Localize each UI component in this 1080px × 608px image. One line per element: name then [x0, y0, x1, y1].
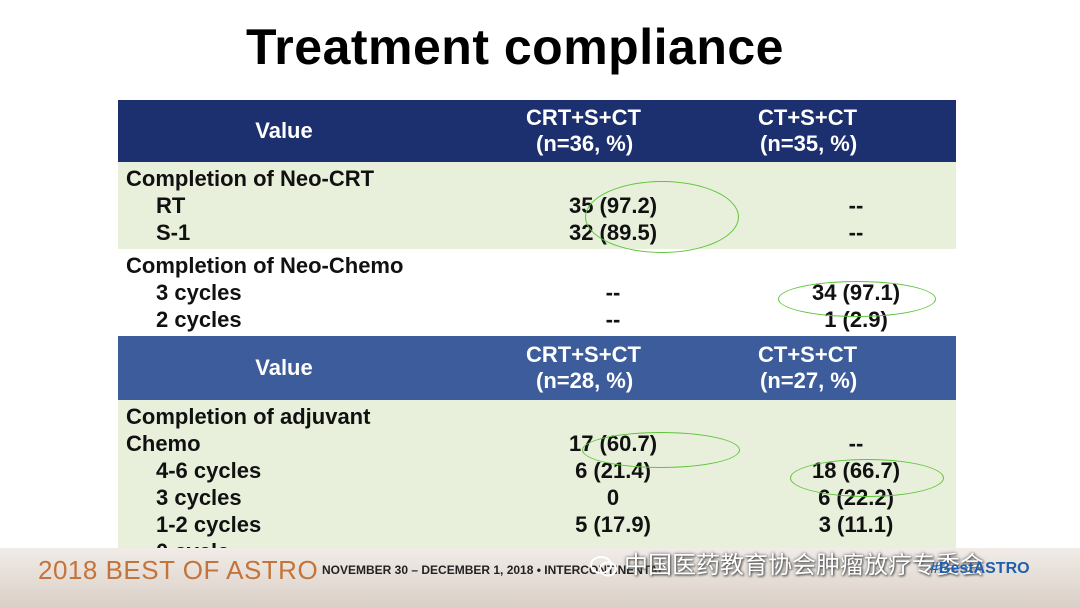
crt-values: 35 (97.2) 32 (89.5) — [450, 162, 756, 249]
cell-value: -- — [848, 220, 864, 245]
header-ct-group: CT+S+CT (n=27, %) — [756, 336, 956, 400]
header-ct-label: CT+S+CT — [758, 105, 858, 130]
cell-value: 17 (60.7) — [568, 431, 658, 456]
header-crt-group: CRT+S+CT (n=36, %) — [450, 100, 756, 162]
watermark-text: 中国医药教育协会肿瘤放疗专委会 — [624, 552, 984, 579]
header-crt-n: (n=36, %) — [536, 131, 634, 156]
row-label: 1-2 cycles — [156, 512, 262, 537]
cell-value: -- — [605, 280, 621, 305]
footer-banner — [0, 548, 1080, 608]
header-ct-label: CT+S+CT — [758, 342, 858, 367]
header-crt-n: (n=28, %) — [536, 368, 634, 393]
cell-value: 6 (21.4) — [575, 458, 651, 483]
cell-value: 18 (66.7) — [811, 458, 901, 483]
cell-value: -- — [605, 307, 621, 332]
watermark: 中国医药教育协会肿瘤放疗专委会 — [590, 545, 984, 580]
cell-value: 6 (22.2) — [818, 485, 894, 510]
row-label: RT — [156, 193, 186, 218]
cell-value: 3 (11.1) — [818, 512, 894, 537]
crt-values: 17 (60.7) 6 (21.4) 0 5 (17.9) — [450, 400, 756, 568]
ct-values: -- -- — [756, 162, 956, 249]
section-label-column: Completion of adjuvant Chemo 4-6 cycles … — [118, 400, 450, 568]
compliance-table: Value CRT+S+CT (n=36, %) CT+S+CT (n=35, … — [118, 100, 956, 568]
section-heading: Completion of Neo-CRT — [126, 166, 375, 191]
row-label: S-1 — [156, 220, 191, 245]
cell-value: 35 (97.2) — [568, 193, 658, 218]
slide-title: Treatment compliance — [246, 19, 784, 75]
table-header-2: Value CRT+S+CT (n=28, %) CT+S+CT (n=27, … — [118, 336, 956, 400]
header-value: Value — [255, 118, 313, 143]
header-ct-n: (n=27, %) — [760, 368, 858, 393]
brand-logo: #BestASTRO — [930, 560, 1030, 577]
header-value: Value — [255, 355, 313, 380]
cell-value: -- — [848, 431, 864, 456]
cell-value: 5 (17.9) — [575, 512, 651, 537]
conference-dates: NOVEMBER 30 – DECEMBER 1, 2018 • INTERCO… — [322, 563, 666, 577]
row-label: 3 cycles — [156, 280, 242, 305]
crt-values: -- -- — [450, 249, 756, 336]
table-header-1: Value CRT+S+CT (n=36, %) CT+S+CT (n=35, … — [118, 100, 956, 162]
header-ct-n: (n=35, %) — [760, 131, 858, 156]
row-label: 3 cycles — [156, 485, 242, 510]
wechat-icon — [590, 555, 617, 577]
section-adjuvant-chemo: Completion of adjuvant Chemo 4-6 cycles … — [118, 400, 956, 568]
row-label: 2 cycles — [156, 307, 242, 332]
header-crt-group: CRT+S+CT (n=28, %) — [450, 336, 756, 400]
header-crt-label: CRT+S+CT — [526, 105, 641, 130]
header-ct-group: CT+S+CT (n=35, %) — [756, 100, 956, 162]
row-label: 4-6 cycles — [156, 458, 262, 483]
cell-value: 34 (97.1) — [811, 280, 901, 305]
section-neo-chemo: Completion of Neo-Chemo 3 cycles 2 cycle… — [118, 249, 956, 336]
ct-values: 34 (97.1) 1 (2.9) — [756, 249, 956, 336]
section-heading: Completion of Neo-Chemo — [126, 253, 404, 278]
conference-name: 2018 BEST OF ASTRO — [38, 555, 319, 585]
cell-value: 32 (89.5) — [568, 220, 658, 245]
section-heading: Completion of adjuvant Chemo — [126, 404, 371, 456]
ct-values: -- 18 (66.7) 6 (22.2) 3 (11.1) — [756, 400, 956, 568]
section-neo-crt: Completion of Neo-CRT RT S-1 35 (97.2) 3… — [118, 162, 956, 249]
section-label-column: Completion of Neo-Chemo 3 cycles 2 cycle… — [118, 249, 450, 336]
cell-value: -- — [848, 193, 864, 218]
cell-value: 1 (2.9) — [824, 307, 888, 332]
cell-value: 0 — [606, 485, 620, 510]
header-crt-label: CRT+S+CT — [526, 342, 641, 367]
section-label-column: Completion of Neo-CRT RT S-1 — [118, 162, 450, 249]
